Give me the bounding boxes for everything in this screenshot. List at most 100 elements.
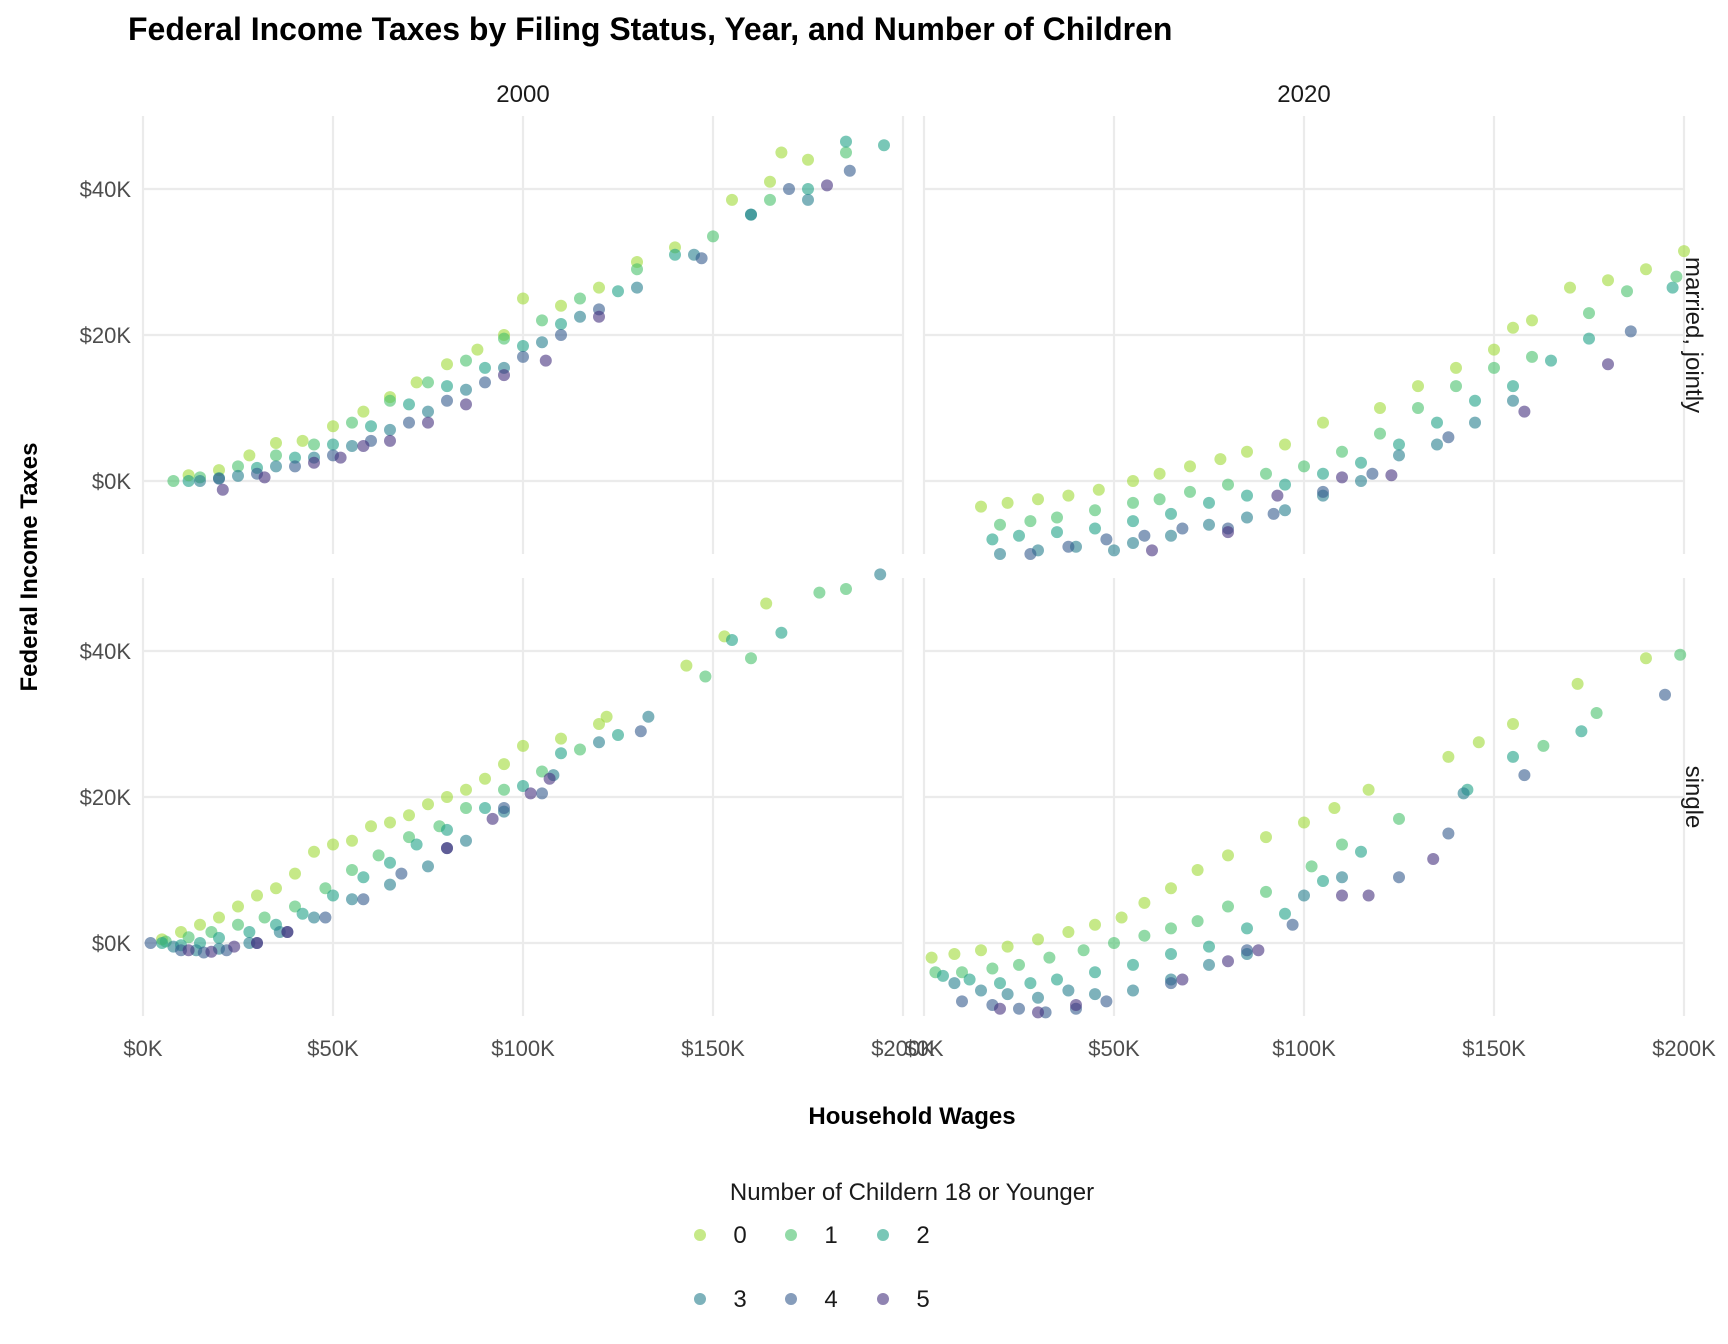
data-point	[631, 281, 643, 294]
data-point	[813, 586, 826, 599]
data-point	[1621, 285, 1633, 298]
data-point	[1674, 648, 1687, 661]
y-tick-label: $0K	[92, 469, 131, 494]
data-point	[783, 183, 795, 195]
data-point	[1279, 907, 1291, 920]
data-point	[498, 802, 510, 814]
data-point	[167, 475, 180, 487]
data-point	[1450, 361, 1462, 374]
data-point	[270, 449, 282, 462]
data-point	[403, 809, 415, 822]
legend-label: 3	[733, 1286, 746, 1313]
data-point	[1431, 438, 1443, 451]
data-point	[1457, 787, 1470, 800]
series-5	[1146, 358, 1614, 557]
data-point	[1298, 460, 1310, 473]
data-point	[536, 336, 548, 349]
series-1	[994, 270, 1683, 531]
data-point	[1472, 736, 1485, 749]
data-point	[1146, 544, 1158, 557]
data-point	[460, 834, 472, 847]
data-point	[1412, 402, 1424, 414]
data-point	[243, 926, 256, 938]
data-point	[194, 475, 206, 487]
data-point	[1051, 973, 1063, 986]
data-point	[1191, 864, 1204, 876]
data-point	[1077, 944, 1090, 957]
data-point	[232, 918, 244, 931]
data-point	[1241, 944, 1253, 957]
data-point	[874, 568, 887, 581]
data-point	[327, 420, 339, 433]
data-point	[1222, 849, 1234, 862]
data-point	[517, 340, 529, 352]
legend-label: 2	[916, 1222, 929, 1249]
series-4	[213, 164, 856, 485]
data-point	[726, 634, 738, 646]
data-point	[1678, 245, 1690, 258]
data-point	[251, 889, 263, 902]
data-point	[707, 230, 719, 243]
data-point	[1393, 438, 1405, 451]
legend-key	[694, 1229, 706, 1241]
data-point	[1062, 984, 1075, 997]
data-point	[296, 434, 309, 447]
data-point	[1450, 380, 1462, 393]
data-point	[1062, 489, 1075, 502]
data-point	[1507, 750, 1519, 763]
data-point	[956, 966, 968, 979]
legend-key	[694, 1293, 706, 1305]
data-point	[479, 376, 491, 389]
data-point	[1089, 966, 1101, 979]
data-point	[1241, 445, 1253, 458]
data-point	[1545, 354, 1557, 367]
data-point	[498, 758, 510, 771]
data-point	[384, 878, 396, 891]
data-point	[441, 358, 453, 371]
data-point	[1590, 707, 1603, 719]
data-point	[1214, 453, 1227, 466]
y-tick-label: $20K	[80, 323, 132, 348]
data-point	[1374, 427, 1386, 440]
data-point	[1393, 871, 1405, 884]
data-point	[460, 354, 472, 367]
data-point	[1165, 882, 1177, 895]
data-point	[1013, 958, 1025, 971]
data-point	[1165, 529, 1177, 542]
data-point	[574, 310, 586, 323]
data-point	[258, 471, 271, 484]
data-point	[574, 292, 586, 305]
legend-key	[877, 1293, 889, 1305]
data-point	[574, 743, 586, 756]
data-point	[1507, 394, 1519, 407]
data-point	[1640, 263, 1652, 276]
data-point	[357, 405, 370, 418]
data-point	[1537, 739, 1550, 752]
data-point	[802, 193, 814, 206]
data-point	[840, 135, 852, 148]
data-point	[986, 533, 999, 546]
data-point	[1442, 827, 1455, 840]
data-point	[498, 332, 510, 345]
data-point	[536, 787, 548, 800]
data-point	[1659, 688, 1671, 701]
data-point	[555, 299, 567, 312]
data-point	[1583, 332, 1595, 345]
legend-key	[785, 1293, 797, 1305]
data-point	[517, 739, 529, 752]
legend-key	[785, 1229, 797, 1241]
data-point	[1222, 526, 1234, 539]
data-point	[1412, 380, 1424, 393]
data-point	[289, 460, 301, 473]
data-point	[1336, 889, 1348, 902]
x-tick-label: $150K	[681, 1036, 745, 1061]
legend-item-1: 1	[785, 1222, 838, 1249]
data-point	[593, 310, 605, 323]
data-point	[1362, 889, 1375, 902]
data-point	[1355, 845, 1367, 858]
data-point	[1203, 940, 1215, 953]
data-point	[1571, 677, 1584, 690]
data-point	[422, 860, 434, 873]
y-tick-label: $20K	[80, 785, 132, 810]
data-point	[1507, 718, 1519, 730]
